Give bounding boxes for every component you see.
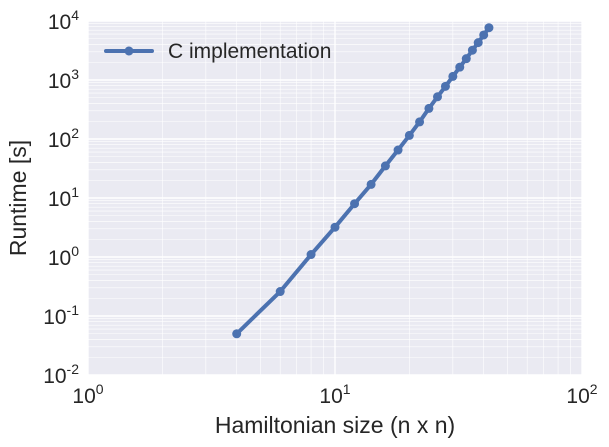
y-tick-label: 103 (48, 66, 79, 93)
data-point (232, 329, 242, 339)
data-point (380, 161, 390, 171)
data-point (484, 23, 494, 33)
tick-exponent: 1 (343, 381, 351, 397)
tick-base: 10 (566, 385, 589, 408)
tick-exponent: 3 (71, 66, 79, 82)
y-tick-label: 101 (48, 184, 79, 211)
tick-base: 10 (48, 11, 71, 34)
tick-exponent: 0 (96, 381, 104, 397)
data-point (350, 199, 360, 209)
data-point (424, 103, 434, 113)
legend-marker (124, 46, 134, 56)
data-point (306, 250, 316, 260)
y-axis-title: Runtime [s] (5, 140, 31, 256)
data-point (275, 287, 285, 297)
tick-base: 10 (48, 70, 71, 93)
tick-exponent: -1 (67, 302, 80, 318)
y-tick-label: 10-2 (43, 361, 79, 388)
data-point (415, 117, 425, 127)
data-point (330, 222, 340, 232)
data-point (366, 179, 376, 189)
y-tick-label: 10-1 (43, 302, 79, 329)
data-point (479, 30, 489, 40)
tick-exponent: 1 (71, 184, 79, 200)
tick-base: 10 (48, 247, 71, 270)
x-tick-label: 102 (566, 381, 597, 408)
x-tick-labels: 100 101 102 (72, 381, 597, 408)
major-grid (87, 20, 583, 376)
data-point (461, 54, 471, 64)
tick-exponent: 4 (71, 7, 79, 23)
data-point (455, 62, 465, 72)
data-point (393, 145, 403, 155)
tick-base: 10 (319, 385, 342, 408)
tick-exponent: 0 (71, 243, 79, 259)
legend-label: C implementation (168, 40, 331, 63)
tick-base: 10 (72, 385, 95, 408)
x-tick-label: 101 (319, 381, 350, 408)
legend: C implementation (104, 40, 331, 63)
series-layer (232, 23, 494, 339)
tick-exponent: 2 (590, 381, 598, 397)
data-point (440, 81, 450, 91)
tick-base: 10 (48, 129, 71, 152)
tick-base: 10 (43, 365, 66, 388)
tick-exponent: 2 (71, 125, 79, 141)
data-point (467, 45, 477, 55)
tick-base: 10 (48, 188, 71, 211)
data-point (432, 92, 442, 102)
y-tick-label: 100 (48, 243, 79, 270)
y-tick-label: 102 (48, 125, 79, 152)
x-tick-label: 100 (72, 381, 103, 408)
tick-exponent: -2 (67, 361, 80, 377)
data-point (448, 71, 458, 81)
x-axis-title: Hamiltonian size (n x n) (215, 412, 455, 438)
tick-base: 10 (43, 306, 66, 329)
y-tick-label: 104 (48, 7, 79, 34)
data-point (404, 130, 414, 140)
data-point (473, 38, 483, 48)
